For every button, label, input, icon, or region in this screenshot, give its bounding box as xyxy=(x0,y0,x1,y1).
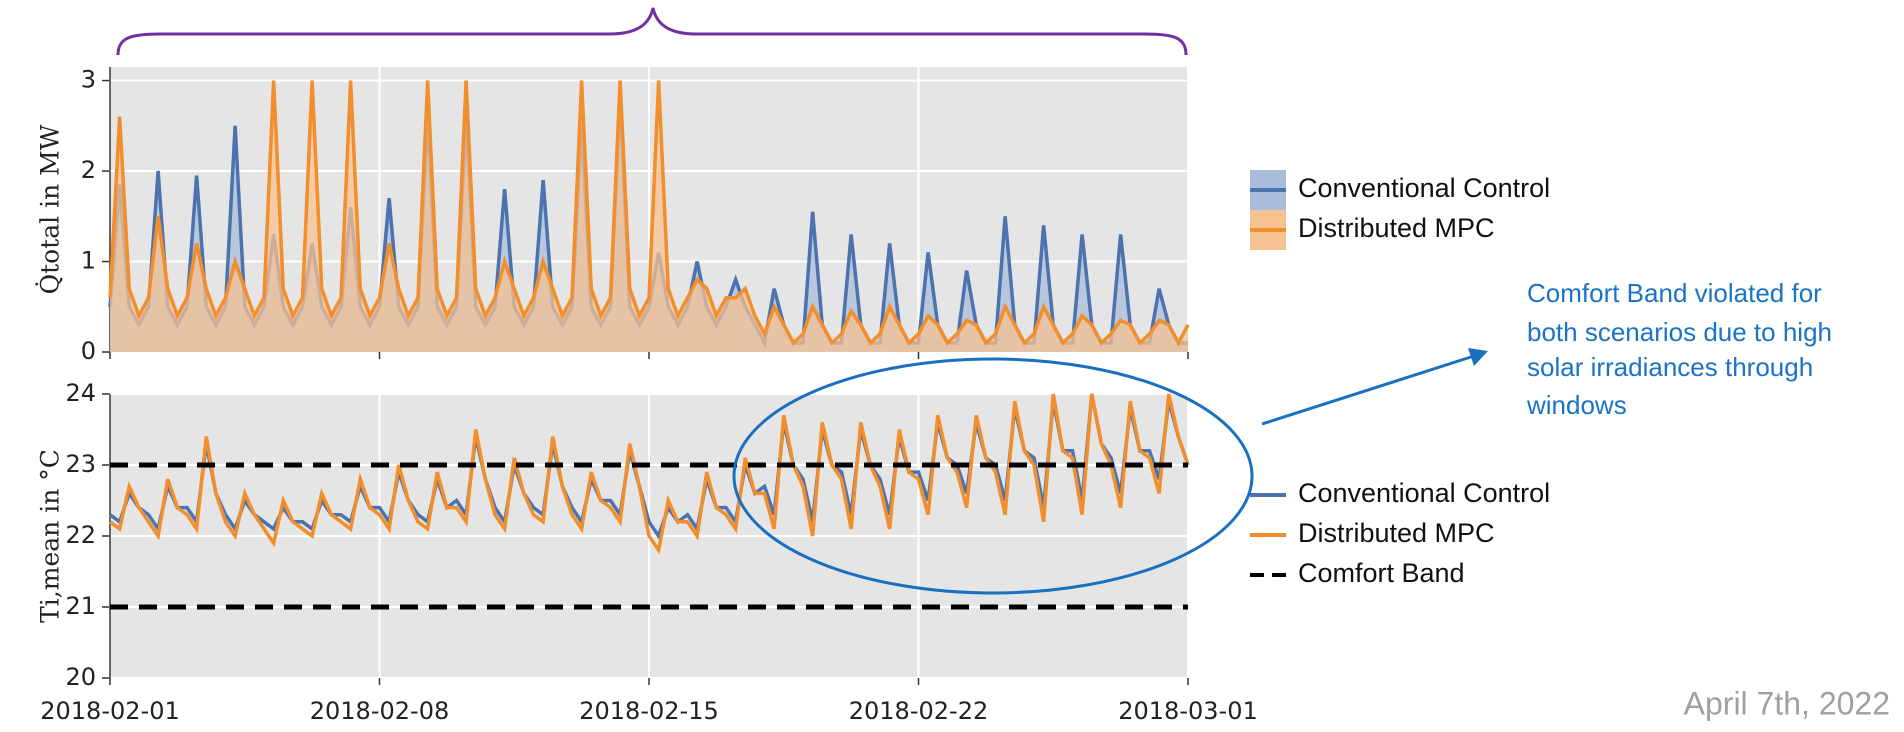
date: April 7th, 2022 xyxy=(1684,685,1890,721)
line xyxy=(108,80,1190,347)
y-tick-label: 21 xyxy=(65,592,96,620)
arrow-head xyxy=(1468,348,1488,366)
annotation: Comfort Band violated for xyxy=(1527,278,1822,308)
annotation: windows xyxy=(1526,390,1627,420)
legend-label: Conventional Control xyxy=(1298,173,1550,203)
x-tick-label: 2018-02-08 xyxy=(310,697,449,725)
y-tick-label: 2 xyxy=(81,156,96,184)
line xyxy=(108,393,1190,555)
annotation: both scenarios due to high xyxy=(1527,317,1832,347)
y-tick-label: 3 xyxy=(81,66,96,94)
x-tick-label: 2018-03-01 xyxy=(1118,697,1257,725)
highlight-ellipse xyxy=(732,357,1254,595)
x-tick-label: 2018-02-15 xyxy=(579,697,718,725)
legend-label: Distributed MPC xyxy=(1298,213,1495,243)
y-axis-label: Q̇total in MW xyxy=(36,124,65,294)
brace xyxy=(116,7,1188,56)
annotation: solar irradiances through xyxy=(1527,352,1813,382)
y-tick-label: 22 xyxy=(65,521,96,549)
arrow-line xyxy=(1261,354,1475,426)
legend-label: Comfort Band xyxy=(1298,558,1465,588)
y-tick-label: 23 xyxy=(65,450,96,478)
y-tick-label: 1 xyxy=(81,247,96,275)
legend-label: Distributed MPC xyxy=(1298,518,1495,548)
x-tick-label: 2018-02-22 xyxy=(849,697,988,725)
y-axis-label: Ti,mean in °C xyxy=(36,449,65,623)
y-tick-label: 24 xyxy=(65,379,96,407)
y-tick-label: 0 xyxy=(81,337,96,365)
legend-label: Conventional Control xyxy=(1298,478,1550,508)
y-tick-label: 20 xyxy=(65,663,96,691)
x-tick-label: 2018-02-01 xyxy=(40,697,179,725)
